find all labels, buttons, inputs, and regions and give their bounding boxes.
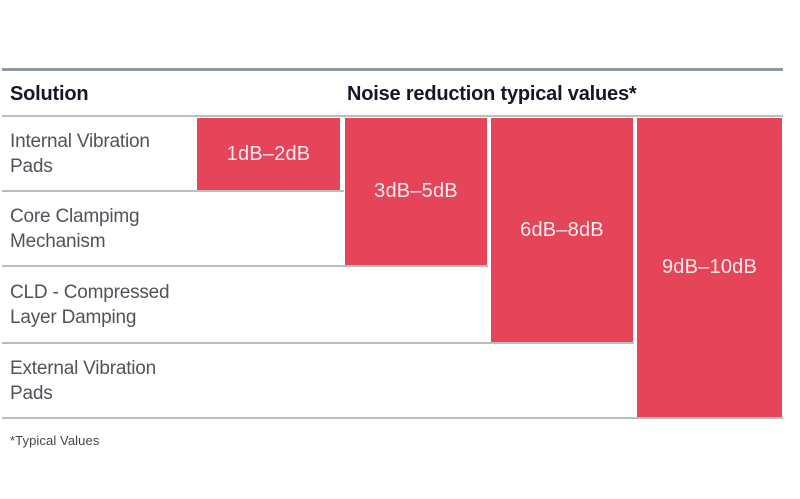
value-bar-6db-8db: 6dB–8dB [491,118,633,342]
row-divider-3 [2,342,634,344]
table-top-rule [2,68,783,71]
value-bar-label: 9dB–10dB [661,256,758,278]
header-divider [2,115,783,117]
column-header-noise-reduction: Noise reduction typical values* [347,83,637,105]
value-bar-1db-2db: 1dB–2dB [197,118,340,190]
value-bar-label: 1dB–2dB [226,142,311,165]
row-divider-1 [2,190,344,192]
column-header-solution: Solution [10,83,89,105]
typical-values-footnote: *Typical Values [10,433,100,448]
value-bar-label: 3dB–5dB [374,180,458,202]
row-label-internal-vibration-pads: Internal Vibration Pads [10,131,150,177]
row-label-core-clamping-mechanism: Core Clampimg Mechanism [10,205,140,252]
row-divider-4 [2,417,783,419]
value-bar-9db-10db: 9dB–10dB [637,118,782,417]
row-divider-2 [2,265,488,267]
value-bar-3db-5db: 3dB–5dB [345,118,487,265]
value-bar-label: 6dB–8dB [520,218,604,241]
row-label-external-vibration-pads: External Vibration Pads [10,357,157,404]
row-label-cld-compressed-layer-damping: CLD - Compressed Layer Damping [10,281,170,328]
